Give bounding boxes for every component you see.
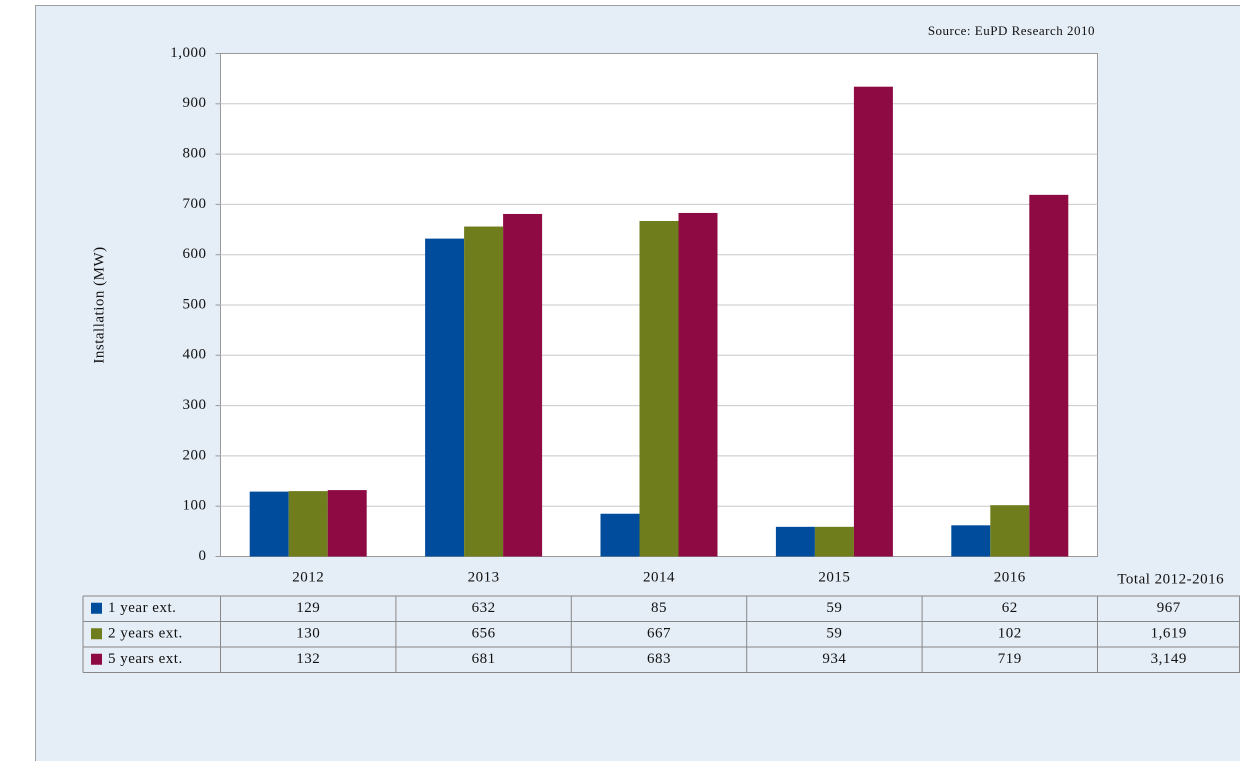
table-cell: 1,619 [1151, 626, 1187, 642]
bar [990, 505, 1030, 557]
bar [288, 491, 328, 557]
legend-swatch [91, 628, 102, 640]
bar [639, 220, 679, 557]
table-cell: 59 [826, 626, 842, 642]
y-tick-label: 600 [183, 246, 207, 262]
table-cell: 59 [826, 600, 842, 616]
bar [951, 525, 991, 557]
table-cell: 129 [296, 600, 320, 616]
table-cell: 683 [647, 651, 671, 667]
table-cell: 967 [1157, 600, 1181, 616]
source-note: Source: EuPD Research 2010 [928, 23, 1095, 38]
y-tick-label: 800 [183, 146, 207, 162]
bar [503, 213, 543, 557]
bar [327, 490, 367, 557]
table-cell: 62 [1002, 600, 1018, 616]
bar [425, 238, 465, 557]
table-cell: 667 [647, 626, 671, 642]
y-tick-label: 400 [183, 347, 207, 363]
y-tick-label: 0 [199, 548, 207, 564]
legend-label: 1 year ext. [108, 600, 176, 616]
table-cell: 934 [822, 651, 846, 667]
bar [853, 86, 893, 557]
y-tick-label: 500 [183, 296, 207, 312]
y-tick-label: 200 [183, 447, 207, 463]
table-cell: 719 [998, 651, 1022, 667]
table-cell: 656 [472, 626, 496, 642]
y-tick-label: 100 [183, 498, 207, 514]
x-tick-label: 2014 [643, 569, 675, 585]
bar [464, 226, 504, 557]
bar [600, 513, 640, 557]
table-cell: 102 [998, 626, 1022, 642]
bar [814, 526, 854, 557]
table-cell: 130 [296, 626, 320, 642]
y-tick-label: 700 [183, 196, 207, 212]
bar [1029, 194, 1069, 557]
bar [249, 491, 289, 557]
x-tick-label: 2013 [468, 569, 500, 585]
legend-label: 5 years ext. [108, 651, 183, 667]
y-axis-label: Installation (MW) [91, 246, 107, 363]
bar [678, 212, 718, 557]
y-tick-label: 300 [183, 397, 207, 413]
x-tick-label: 2016 [994, 569, 1026, 585]
x-tick-label: 2015 [818, 569, 850, 585]
table-cell: 632 [472, 600, 496, 616]
x-tick-label: 2012 [292, 569, 324, 585]
table-cell: 132 [296, 651, 320, 667]
legend-swatch [91, 653, 102, 665]
table-cell: 3,149 [1151, 651, 1187, 667]
y-tick-label: 1,000 [170, 45, 206, 61]
table-cell: 681 [472, 651, 496, 667]
bar [775, 526, 815, 557]
table-header: Total 2012-2016 [1117, 571, 1224, 587]
y-tick-label: 900 [183, 95, 207, 111]
legend-swatch [91, 602, 102, 614]
table-cell: 85 [651, 600, 667, 616]
legend-label: 2 years ext. [108, 626, 183, 642]
